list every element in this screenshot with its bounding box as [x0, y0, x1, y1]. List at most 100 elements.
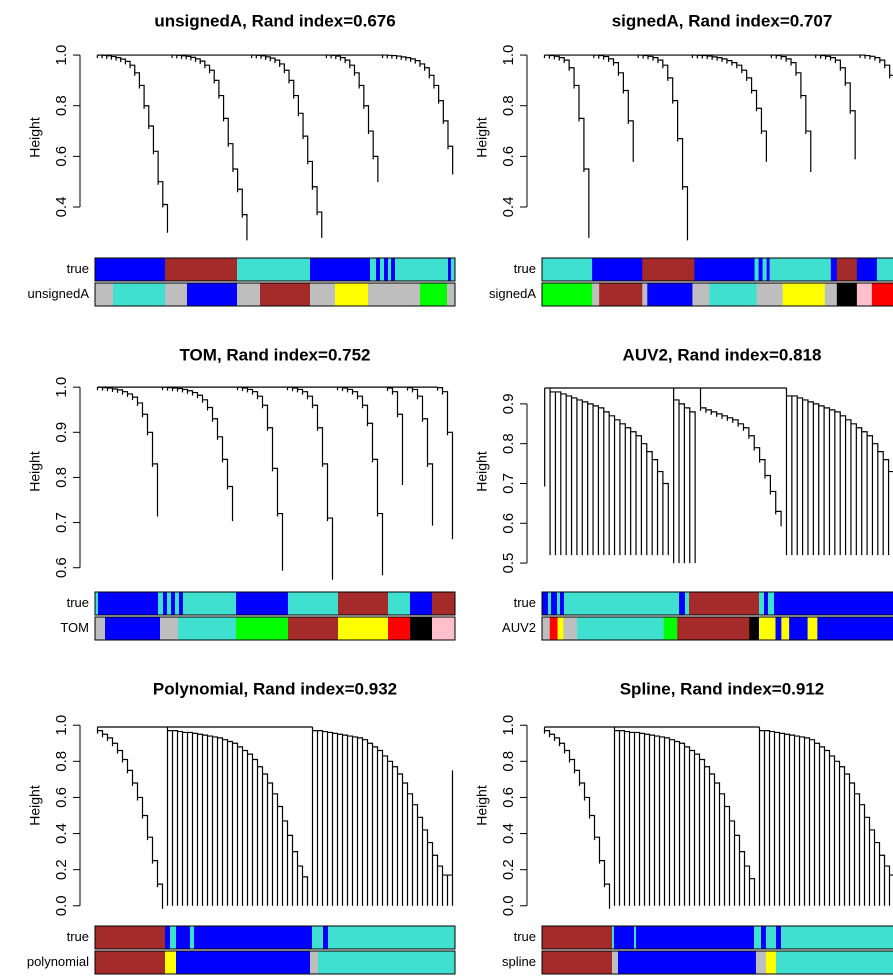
dendrogram-branch [419, 63, 426, 71]
dendrogram-branch [242, 214, 248, 241]
color-segment [776, 926, 782, 949]
color-segment [167, 592, 172, 615]
y-tick-label: 0.9 [500, 393, 517, 414]
dendrogram-branch [407, 387, 414, 393]
dendrogram-branch [410, 58, 416, 64]
dendrogram-branch [237, 188, 243, 218]
dendrogram-branch [679, 742, 686, 906]
color-segment [420, 283, 448, 306]
dendrogram-branch [714, 782, 721, 906]
color-segment [781, 926, 893, 949]
color-segment [95, 926, 166, 949]
dendrogram-branch [257, 395, 264, 409]
dendrogram-branch [227, 740, 234, 906]
color-segment [95, 283, 114, 306]
dendrogram-branch [359, 84, 365, 109]
dendrogram-branch [177, 730, 184, 906]
color-bar-label: true [514, 261, 536, 276]
color-segment [328, 926, 456, 949]
dendrogram-branch [112, 388, 119, 393]
dendrogram-branch [759, 459, 766, 479]
dendrogram-branch [387, 54, 393, 59]
dendrogram-branch [218, 94, 225, 122]
dendrogram-branch [759, 730, 766, 906]
dendrogram-branch [182, 388, 189, 394]
dendrogram-branch [102, 733, 109, 741]
dendrogram-branch [734, 834, 741, 906]
chart-title: AUV2, Rand index=0.818 [623, 345, 822, 364]
y-axis-label: Height [474, 451, 490, 492]
dendrogram-branch [644, 733, 651, 906]
color-bar-label: true [514, 929, 536, 944]
color-segment [176, 951, 311, 974]
dendrogram-branch [587, 403, 594, 556]
dendrogram-branch [630, 431, 637, 556]
dendrogram-branch [807, 401, 814, 556]
dendrogram-branch [849, 782, 856, 906]
dendrogram-branch [813, 403, 820, 556]
dendrogram-branch [694, 753, 701, 906]
color-segment [612, 951, 619, 974]
color-bar-frame [94, 925, 456, 950]
dendrogram-branch [412, 804, 419, 906]
dendrogram-branch [571, 397, 578, 556]
color-segment [647, 283, 693, 306]
dendrogram-branch [382, 54, 388, 59]
dendrogram-branch [172, 387, 179, 392]
dendrogram-branch [869, 55, 876, 61]
color-segment [694, 258, 755, 281]
dendrogram-branch [746, 77, 753, 94]
dendrogram-branch [794, 735, 801, 906]
dendrogram-branch [342, 734, 349, 906]
dendrogram-branch [147, 836, 154, 864]
dendrogram-branch [372, 458, 379, 517]
dendrogram-branch [641, 443, 648, 556]
dendrogram-branch [835, 59, 841, 71]
dendrogram-branch [840, 67, 846, 86]
color-segment [98, 592, 159, 615]
dendrogram-branch [127, 393, 134, 401]
color-segment [338, 617, 389, 640]
dendrogram-branch [598, 407, 605, 556]
dendrogram-branch [197, 394, 204, 403]
dendrogram-branch [139, 84, 145, 109]
dendrogram-branch [598, 54, 605, 60]
color-segment [636, 926, 755, 949]
color-segment [577, 617, 664, 640]
dendrogram-branch [357, 395, 364, 409]
dendrogram-branch [593, 405, 600, 556]
dendrogram-branch [265, 56, 271, 62]
y-tick-label: 0.4 [53, 197, 70, 218]
dendrogram-branch [724, 805, 731, 906]
dendrogram-branch [560, 393, 567, 556]
dendrogram-branch [152, 463, 159, 517]
dendrogram-branch [864, 816, 871, 906]
color-segment [95, 617, 106, 640]
dendrogram-branch [367, 422, 374, 463]
dendrogram-branch [589, 814, 596, 841]
dendrogram-branch [222, 458, 229, 490]
dendrogram-branch [764, 474, 771, 495]
dendrogram-branch [352, 736, 359, 906]
dendrogram-branch [761, 130, 767, 162]
dendrogram-branch [227, 485, 234, 522]
color-segment [560, 592, 565, 615]
dendrogram-branch [786, 395, 793, 556]
dendrogram-branch [275, 59, 281, 67]
color-bar-label: spline [502, 954, 536, 969]
chart-title: TOM, Rand index=0.752 [179, 345, 370, 364]
y-tick-label: 1.0 [500, 715, 517, 736]
dendrogram-branch [739, 851, 746, 906]
dendrogram-branch [340, 56, 346, 64]
color-bar-frame [94, 591, 456, 616]
dendrogram-branch [751, 89, 758, 112]
dendrogram-branch [392, 391, 399, 418]
dendrogram-branch [207, 735, 214, 906]
dendrogram-branch [144, 105, 150, 129]
color-segment [158, 592, 164, 615]
color-segment [758, 258, 763, 281]
dendrogram-branch [312, 186, 318, 216]
color-segment [709, 283, 757, 306]
color-segment [685, 592, 690, 615]
dendrogram-branch [162, 203, 169, 233]
